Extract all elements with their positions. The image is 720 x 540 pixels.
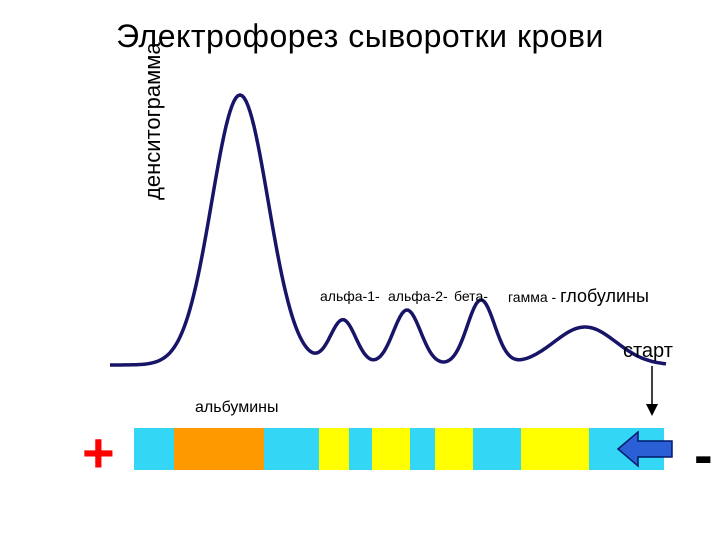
gel-band xyxy=(319,428,349,470)
gel-band xyxy=(372,428,410,470)
label-gamma: гамма - глобулины xyxy=(508,286,649,307)
label-albumin: альбумины xyxy=(195,399,278,417)
gel-band xyxy=(174,428,264,470)
page-title: Электрофорез сыворотки крови xyxy=(0,18,720,55)
gel-strip xyxy=(134,428,664,470)
cathode-minus: - xyxy=(694,422,713,487)
gamma-prefix: гамма - xyxy=(508,289,560,305)
start-arrow-icon xyxy=(642,364,662,424)
anode-plus: + xyxy=(82,420,115,485)
label-alpha1: альфа-1- xyxy=(320,288,380,304)
gamma-word: глобулины xyxy=(560,286,649,306)
gel-band xyxy=(349,428,372,470)
gel-band xyxy=(134,428,174,470)
gel-band xyxy=(473,428,521,470)
densitogram-curve xyxy=(105,80,670,380)
label-start: старт xyxy=(623,340,673,363)
gel-band xyxy=(264,428,319,470)
label-alpha2: альфа-2- xyxy=(388,288,448,304)
gel-band xyxy=(521,428,589,470)
gel-band xyxy=(410,428,435,470)
cathode-arrow-icon xyxy=(616,428,674,470)
gel-band xyxy=(435,428,473,470)
label-beta: бета- xyxy=(454,288,488,304)
